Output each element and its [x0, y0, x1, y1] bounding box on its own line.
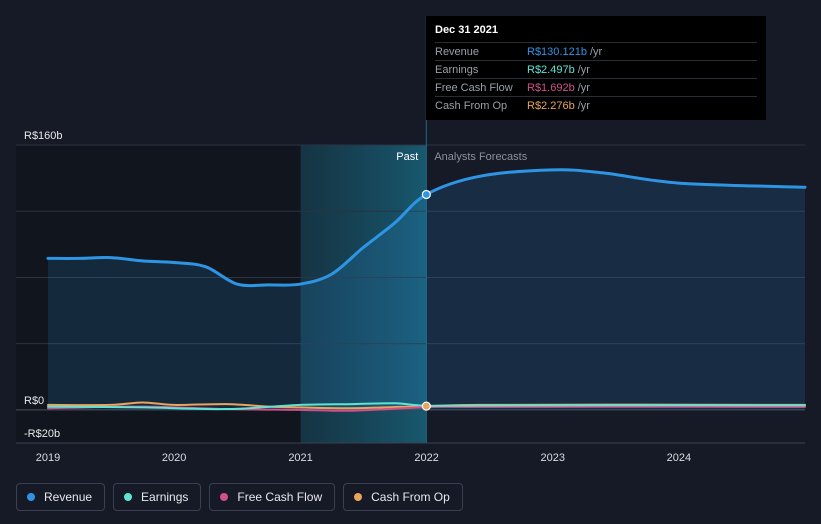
legend-dot-icon	[220, 493, 229, 501]
legend-label: Free Cash Flow	[237, 490, 323, 504]
cash-from-op-marker	[421, 401, 431, 411]
tooltip-row-revenue: Revenue R$130.121b /yr	[435, 42, 757, 60]
earnings-line	[47, 402, 806, 411]
tooltip-row-cash-from-op: Cash From Op R$2.276b /yr	[435, 96, 757, 114]
tooltip-unit: /yr	[577, 81, 590, 94]
revenue-marker	[421, 189, 431, 200]
tooltip-value: R$2.276b	[527, 99, 575, 112]
forecast-label: Analysts Forecasts	[434, 151, 527, 163]
legend-dot-icon	[124, 493, 133, 501]
tooltip-label: Revenue	[435, 45, 480, 58]
tooltip-unit: /yr	[577, 63, 590, 76]
tooltip-value: R$2.497b	[527, 63, 575, 76]
tooltip-label: Cash From Op	[435, 99, 508, 112]
tooltip-value: R$1.692b	[527, 81, 575, 94]
revenue-area	[48, 169, 805, 410]
legend-item-earnings[interactable]: Earnings	[113, 483, 202, 511]
legend-item-revenue[interactable]: Revenue	[16, 483, 106, 511]
legend-label: Cash From Op	[371, 490, 450, 504]
tooltip: Dec 31 2021 Revenue R$130.121b /yr Earni…	[426, 16, 766, 120]
x-tick-label: 2022	[414, 452, 438, 464]
legend-dot-icon	[354, 493, 363, 501]
x-tick-label: 2024	[667, 452, 691, 464]
tooltip-unit: /yr	[589, 45, 603, 58]
tooltip-unit: /yr	[577, 99, 590, 112]
legend-item-cash-from-op[interactable]: Cash From Op	[343, 483, 463, 511]
x-tick-label: 2019	[36, 452, 60, 464]
x-tick-label: 2020	[162, 452, 186, 464]
tooltip-date: Dec 31 2021	[435, 24, 498, 36]
legend-dot-icon	[27, 493, 35, 501]
x-tick-label: 2023	[541, 452, 565, 464]
legend-label: Revenue	[44, 490, 93, 504]
tooltip-label: Earnings	[435, 63, 479, 76]
y-tick-label: R$0	[24, 395, 44, 407]
tooltip-row-free-cash-flow: Free Cash Flow R$1.692b /yr	[435, 78, 757, 96]
legend-item-free-cash-flow[interactable]: Free Cash Flow	[209, 483, 336, 511]
y-tick-label: -R$20b	[24, 428, 60, 440]
legend: Revenue Earnings Free Cash Flow Cash Fro…	[16, 483, 463, 511]
tooltip-label: Free Cash Flow	[435, 81, 513, 94]
y-tick-label: R$160b	[24, 130, 63, 142]
tooltip-row-earnings: Earnings R$2.497b /yr	[435, 60, 757, 78]
past-label: Past	[396, 151, 418, 163]
legend-label: Earnings	[141, 490, 189, 504]
x-tick-label: 2021	[288, 452, 312, 464]
tooltip-value: R$130.121b	[527, 45, 587, 58]
highlight-band	[300, 145, 427, 443]
revenue-line	[46, 168, 807, 288]
